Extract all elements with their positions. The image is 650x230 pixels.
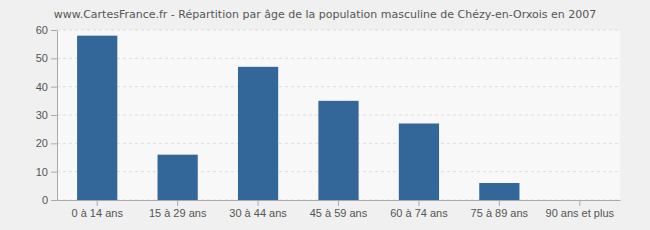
title: www.CartesFrance.fr - Répartition par âg…: [54, 8, 597, 21]
grid-line: [57, 30, 620, 31]
y-axis: 0 10 20 30 40 50 60: [36, 24, 58, 206]
x-tick-label: 0 à 14 ans: [72, 207, 124, 219]
y-tick: 50: [36, 52, 57, 64]
y-tick: 60: [36, 24, 57, 36]
x-tick-label: 30 à 44 ans: [229, 207, 287, 219]
y-tick: 20: [36, 137, 57, 149]
y-tick: 30: [36, 109, 57, 121]
y-tick: 40: [36, 81, 57, 93]
x-tick-mark: [177, 200, 178, 206]
background: [0, 0, 650, 230]
y-tick-label: 20: [36, 137, 48, 149]
bar: [77, 36, 117, 200]
x-tick-label: 75 à 89 ans: [471, 207, 529, 219]
x-tick: 45 à 59 ans: [310, 200, 368, 219]
y-tick: 0: [42, 194, 57, 206]
y-tick-mark: [51, 30, 57, 31]
x-tick-label: 15 à 29 ans: [149, 207, 207, 219]
grid: [57, 30, 620, 200]
x-tick-mark: [418, 200, 419, 206]
x-tick-mark: [579, 200, 580, 206]
x-tick-mark: [499, 200, 500, 206]
x-tick: 30 à 44 ans: [229, 200, 287, 219]
plot: 0 10 20 30 40 50 60 0 à 14 ans 15 à 29 ans 30 à 4…: [36, 24, 621, 219]
x-tick-mark: [338, 200, 339, 206]
y-tick: 10: [36, 166, 57, 178]
x-tick: 75 à 89 ans: [471, 200, 529, 219]
x-tick-label: 60 à 74 ans: [390, 207, 448, 219]
chart: 0 10 20 30 40 50 60 0 à 14 ans 15 à 29 ans 30 à 4…: [0, 0, 650, 230]
y-tick-label: 0: [42, 194, 48, 206]
x-axis: 0 à 14 ans 15 à 29 ans 30 à 44 ans 45 à 59 …: [58, 200, 621, 219]
y-tick-label: 50: [36, 52, 48, 64]
y-tick-label: 60: [36, 24, 48, 36]
y-tick-label: 10: [36, 166, 48, 178]
bar: [158, 155, 198, 200]
y-tick-mark: [51, 87, 57, 88]
y-tick-label: 40: [36, 81, 48, 93]
bar: [318, 101, 358, 200]
bar: [238, 67, 278, 200]
x-tick-mark: [97, 200, 98, 206]
grid-line: [57, 86, 620, 87]
y-tick-mark: [51, 115, 57, 116]
y-tick-mark: [51, 143, 57, 144]
plot-area: [57, 30, 620, 200]
y-tick-mark: [51, 58, 57, 59]
y-tick-label: 30: [36, 109, 48, 121]
x-tick: 0 à 14 ans: [72, 200, 124, 219]
x-tick: 90 ans et plus: [546, 200, 615, 219]
bar: [399, 124, 439, 201]
y-axis-line: [57, 31, 58, 201]
y-tick-mark: [51, 200, 57, 201]
bar: [560, 200, 600, 201]
x-tick: 15 à 29 ans: [149, 200, 207, 219]
bar: [479, 183, 519, 200]
x-tick-label: 90 ans et plus: [546, 207, 615, 219]
bars: [77, 36, 519, 200]
x-tick: 60 à 74 ans: [390, 200, 448, 219]
x-tick-mark: [258, 200, 259, 206]
grid-line: [57, 58, 620, 59]
y-tick-mark: [51, 172, 57, 173]
x-tick-label: 45 à 59 ans: [310, 207, 368, 219]
